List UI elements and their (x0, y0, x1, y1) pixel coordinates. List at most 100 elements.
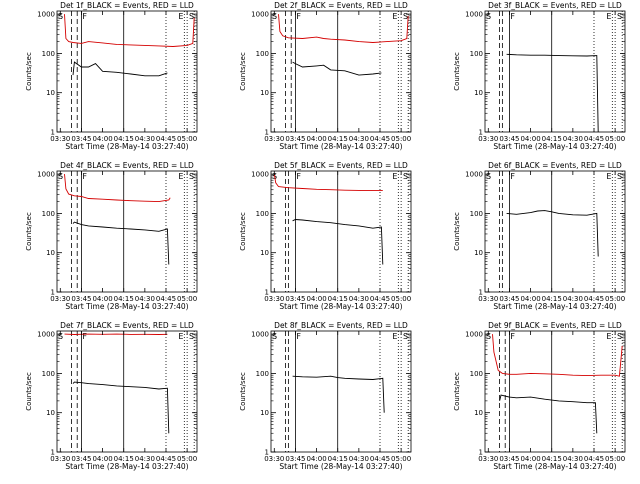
y-tick-label: 100 (470, 50, 483, 58)
y-tick-label: 1000 (251, 171, 269, 179)
plot-frame (57, 11, 197, 132)
marker-label: S (617, 12, 622, 21)
plot-frame (271, 11, 411, 132)
marker-label: S (617, 332, 622, 341)
marker-label: S (189, 172, 194, 181)
x-axis-label: Start Time (28-May-14 03:27:40) (279, 142, 402, 151)
y-tick-label: 10 (260, 409, 269, 417)
y-tick-label: 10 (474, 89, 483, 97)
y-tick-label: 10 (474, 409, 483, 417)
y-tick-label: 100 (256, 210, 269, 218)
y-axis-label: Counts/sec (453, 52, 461, 91)
series-events (507, 54, 599, 132)
marker-label: E (178, 172, 183, 181)
series-events (73, 382, 169, 433)
panel-title: Det 1f_BLACK = Events, RED = LLD (60, 1, 194, 10)
y-tick-label: 100 (470, 370, 483, 378)
x-axis-label: Start Time (28-May-14 03:27:40) (493, 462, 616, 471)
y-tick-label: 100 (42, 370, 55, 378)
marker-label: F (82, 12, 87, 21)
panel-title: Det 5f_BLACK = Events, RED = LLD (274, 161, 408, 170)
panel-title: Det 9f_BLACK = Events, RED = LLD (488, 321, 622, 330)
marker-label: E (606, 12, 611, 21)
panel-title: Det 2f_BLACK = Events, RED = LLD (274, 1, 408, 10)
marker-label: F (510, 332, 515, 341)
y-axis-label: Counts/sec (239, 212, 247, 251)
series-events (507, 211, 599, 257)
marker-label: F (296, 12, 301, 21)
y-axis-label: Counts/sec (25, 212, 33, 251)
y-tick-label: 10 (46, 249, 55, 257)
panel-title: Det 6f_BLACK = Events, RED = LLD (488, 161, 622, 170)
plot-frame (485, 171, 625, 292)
marker-label: E (178, 12, 183, 21)
series-events (73, 222, 169, 264)
marker-label: S (617, 172, 622, 181)
marker-label: S (189, 332, 194, 341)
x-axis-label: Start Time (28-May-14 03:27:40) (65, 302, 188, 311)
plot-frame (271, 331, 411, 452)
y-tick-label: 1000 (251, 331, 269, 339)
y-tick-label: 1000 (465, 331, 483, 339)
y-tick-label: 10 (260, 89, 269, 97)
panel-title: Det 7f_BLACK = Events, RED = LLD (60, 321, 194, 330)
panel-title: Det 8f_BLACK = Events, RED = LLD (274, 321, 408, 330)
y-tick-label: 100 (42, 210, 55, 218)
y-axis-label: Counts/sec (25, 52, 33, 91)
plot-frame (271, 171, 411, 292)
marker-label: F (510, 12, 515, 21)
marker-label: E (392, 172, 397, 181)
y-axis-label: Counts/sec (239, 372, 247, 411)
marker-label: S (403, 332, 408, 341)
marker-label: F (296, 332, 301, 341)
y-tick-label: 10 (474, 249, 483, 257)
marker-label: F (82, 172, 87, 181)
y-axis-label: Counts/sec (453, 372, 461, 411)
marker-label: S (403, 12, 408, 21)
panel-title: Det 4f_BLACK = Events, RED = LLD (60, 161, 194, 170)
y-axis-label: Counts/sec (453, 212, 461, 251)
plot-frame (57, 171, 197, 292)
y-tick-label: 1000 (251, 11, 269, 19)
y-tick-label: 10 (260, 249, 269, 257)
series-events (293, 376, 385, 413)
marker-label: F (82, 332, 87, 341)
x-axis-label: Start Time (28-May-14 03:27:40) (65, 142, 188, 151)
y-axis-label: Counts/sec (25, 372, 33, 411)
series-events (293, 62, 382, 75)
y-tick-label: 1000 (465, 11, 483, 19)
marker-label: F (296, 172, 301, 181)
x-axis-label: Start Time (28-May-14 03:27:40) (493, 302, 616, 311)
marker-label: F (510, 172, 515, 181)
y-tick-label: 100 (256, 370, 269, 378)
series-lld (274, 174, 383, 191)
marker-label: S (403, 172, 408, 181)
series-events (73, 62, 167, 76)
marker-label: E (606, 172, 611, 181)
x-axis-label: Start Time (28-May-14 03:27:40) (279, 302, 402, 311)
y-tick-label: 10 (46, 409, 55, 417)
x-axis-label: Start Time (28-May-14 03:27:40) (279, 462, 402, 471)
y-tick-label: 100 (42, 50, 55, 58)
y-axis-label: Counts/sec (239, 52, 247, 91)
series-events (500, 395, 597, 433)
marker-label: S (189, 12, 194, 21)
panel-title: Det 3f_BLACK = Events, RED = LLD (488, 1, 622, 10)
marker-label: E (606, 332, 611, 341)
y-tick-label: 100 (256, 50, 269, 58)
marker-label: E (392, 12, 397, 21)
y-tick-label: 100 (470, 210, 483, 218)
plot-frame (485, 331, 625, 452)
x-axis-label: Start Time (28-May-14 03:27:40) (493, 142, 616, 151)
plot-frame (485, 11, 625, 132)
